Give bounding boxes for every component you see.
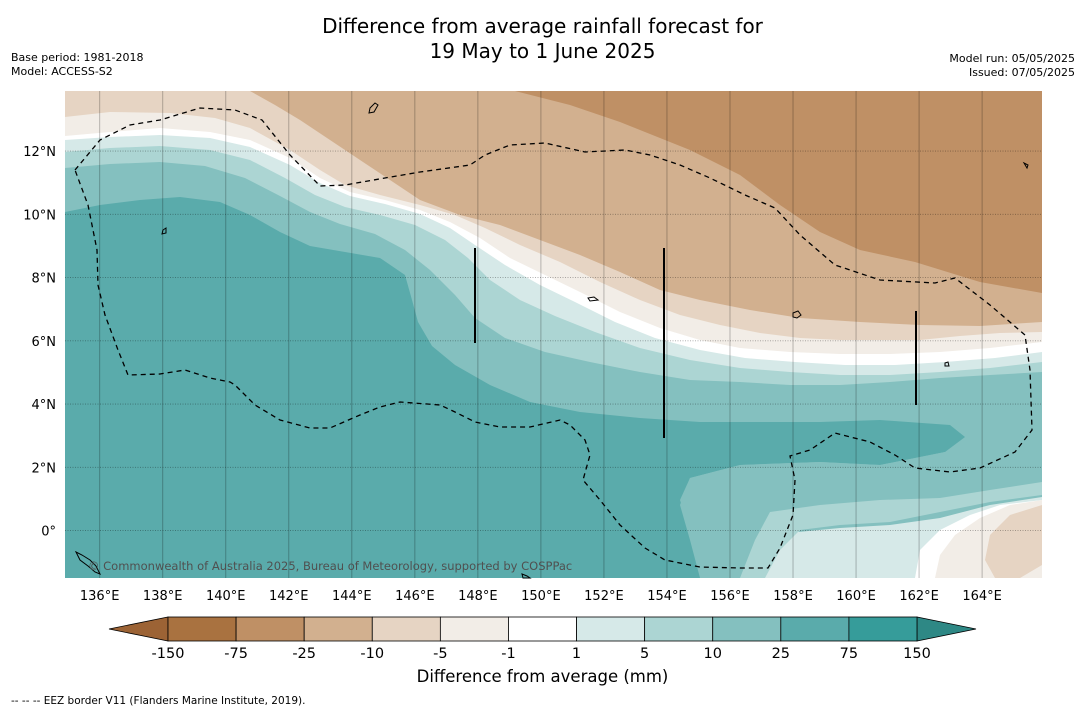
lon-tick-label: 150°E [521, 589, 561, 604]
colorbar-tick-label: -75 [224, 646, 248, 662]
colorbar-swatch [508, 616, 577, 642]
model-run-text: Model run: 05/05/2025 [949, 52, 1075, 65]
contour-teal [65, 197, 965, 578]
contour-lower-darktan [985, 505, 1042, 578]
lon-tick-label: 142°E [269, 589, 309, 604]
graticule [65, 91, 1042, 578]
colorbar-swatch [303, 616, 373, 642]
island-shape [1022, 161, 1029, 170]
lon-tick-label: 158°E [773, 589, 813, 604]
base-period-text: Base period: 1981-2018 [11, 51, 144, 64]
model-info: Base period: 1981-2018 Model: ACCESS-S2 [11, 51, 143, 79]
colorbar-tick-label: 75 [840, 646, 858, 662]
colorbar-swatch [439, 616, 509, 642]
colorbar-swatch [780, 616, 850, 642]
lat-tick-label: 8°N [32, 272, 57, 287]
colorbar: -150 -75 -25 -10 -5 -1 1 5 10 25 75 150 [108, 616, 977, 662]
lon-tick-label: 144°E [332, 589, 372, 604]
island-shape [161, 227, 167, 235]
colorbar-tick-label: 10 [704, 646, 722, 662]
lat-tick-label: 6°N [32, 335, 57, 350]
island-shape [587, 296, 600, 302]
eez-border-line [74, 107, 1033, 569]
latitude-labels: 12°N 10°N 8°N 6°N 4°N 2°N 0° [23, 145, 56, 539]
lat-tick-label: 4°N [32, 398, 57, 413]
rainfall-contours [65, 91, 1042, 578]
colorbar-tick-label: -150 [152, 646, 185, 662]
lon-tick-label: 162°E [899, 589, 939, 604]
colorbar-title: Difference from average (mm) [416, 667, 669, 686]
colorbar-tick-label: 150 [903, 646, 931, 662]
colorbar-swatch [371, 616, 441, 642]
lon-tick-label: 146°E [395, 589, 435, 604]
island-outlines [74, 102, 1029, 579]
island-shape [74, 550, 102, 575]
title-line-2: 19 May to 1 June 2025 [429, 39, 656, 63]
colorbar-swatch [848, 616, 918, 642]
colorbar-tick-label: 1 [572, 646, 581, 662]
colorbar-swatch [712, 616, 782, 642]
contour-dry-core [515, 91, 1042, 293]
colorbar-tick-label: 5 [640, 646, 649, 662]
lat-tick-label: 10°N [23, 208, 56, 223]
lon-tick-label: 140°E [206, 589, 246, 604]
longitude-labels: 136°E 138°E 140°E 142°E 144°E 146°E 148°E 150°E… [80, 589, 1002, 604]
issue-info: Model run: 05/05/2025 Issued: 07/05/2025 [949, 52, 1075, 80]
eez-footnote: -- -- -- EEZ border V11 (Flanders Marine… [11, 695, 306, 707]
copyright-text: © Commonwealth of Australia 2025, Bureau… [88, 559, 572, 573]
lat-tick-label: 2°N [32, 461, 57, 476]
island-shape [944, 361, 950, 367]
colorbar-tick-label: -5 [433, 646, 447, 662]
colorbar-tick-label: -10 [360, 646, 384, 662]
lon-tick-label: 152°E [584, 589, 624, 604]
island-shape [521, 573, 532, 579]
island-shape [792, 310, 802, 319]
lon-tick-label: 148°E [458, 589, 498, 604]
island-shape [368, 102, 379, 114]
colorbar-swatch [235, 616, 305, 642]
contour-lower-lightteal [680, 450, 1042, 578]
lon-tick-label: 156°E [710, 589, 750, 604]
lon-tick-label: 154°E [647, 589, 687, 604]
lon-tick-label: 164°E [962, 589, 1002, 604]
title-line-1: Difference from average rainfall forecas… [322, 14, 763, 38]
colorbar-tick-label: -1 [501, 646, 515, 662]
island-markers [474, 248, 917, 438]
colorbar-swatch [644, 616, 714, 642]
lon-tick-label: 136°E [80, 589, 120, 604]
lat-tick-label: 0° [41, 525, 56, 540]
colorbar-over-arrow [916, 616, 977, 642]
colorbar-swatch [576, 616, 646, 642]
colorbar-tick-label: -25 [292, 646, 316, 662]
lon-tick-label: 160°E [836, 589, 876, 604]
lat-tick-label: 12°N [23, 145, 56, 160]
colorbar-tick-label: 25 [772, 646, 790, 662]
colorbar-under-arrow [108, 616, 169, 642]
issued-text: Issued: 07/05/2025 [968, 66, 1075, 79]
contour-lower-palest [740, 482, 1042, 578]
lon-tick-label: 138°E [143, 589, 183, 604]
map-title: Difference from average rainfall forecas… [0, 14, 1085, 64]
model-name-text: Model: ACCESS-S2 [11, 65, 113, 78]
colorbar-swatch [167, 616, 237, 642]
